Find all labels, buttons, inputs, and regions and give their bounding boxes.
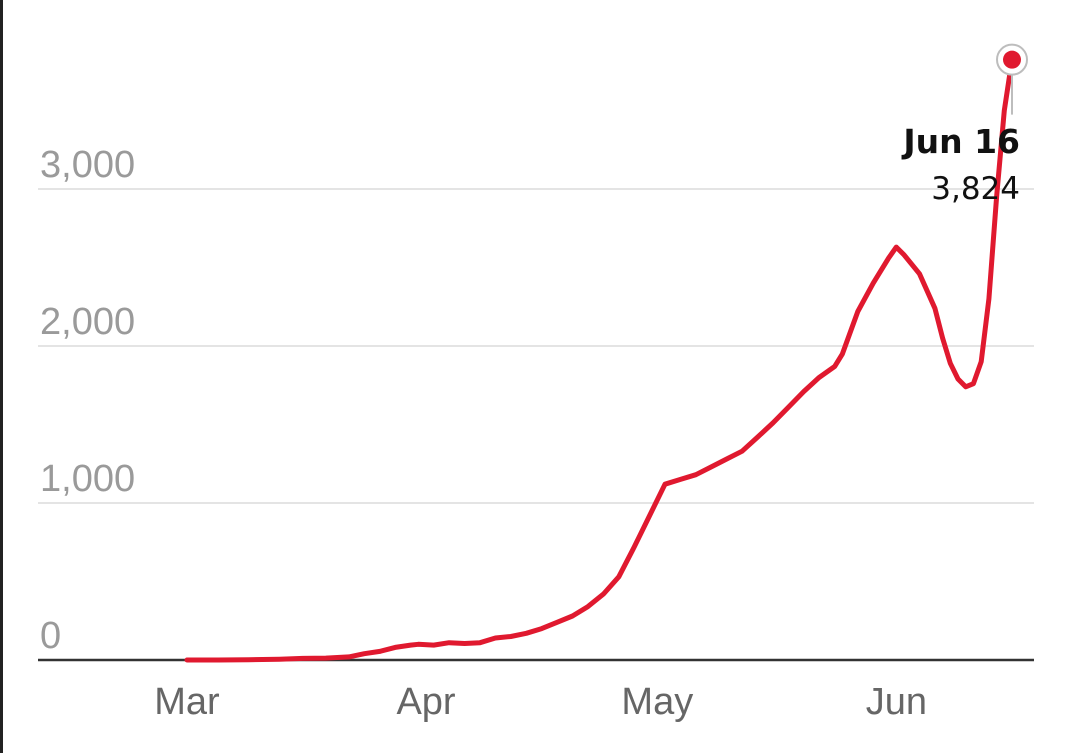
gridlines [38, 188, 1034, 504]
x-tick-label: Apr [396, 681, 455, 723]
annotation-date-label: Jun 16 [901, 122, 1020, 161]
x-axis-ticks: Mar Apr May Jun [154, 681, 927, 723]
y-tick-label: 1,000 [40, 458, 135, 500]
left-edge-border [0, 0, 3, 753]
x-tick-label: Jun [866, 681, 927, 723]
x-tick-label: Mar [154, 681, 220, 723]
y-axis-ticks: 0 1,000 2,000 3,000 [40, 144, 135, 657]
annotation-marker [1003, 50, 1021, 69]
y-tick-label: 2,000 [40, 301, 135, 343]
y-tick-label: 0 [40, 615, 61, 657]
x-tick-label: May [621, 681, 693, 723]
y-tick-label: 3,000 [40, 144, 135, 186]
series-line [184, 57, 1015, 663]
annotation: Jun 16 3,824 [901, 43, 1028, 207]
annotation-value-label: 3,824 [931, 171, 1020, 207]
